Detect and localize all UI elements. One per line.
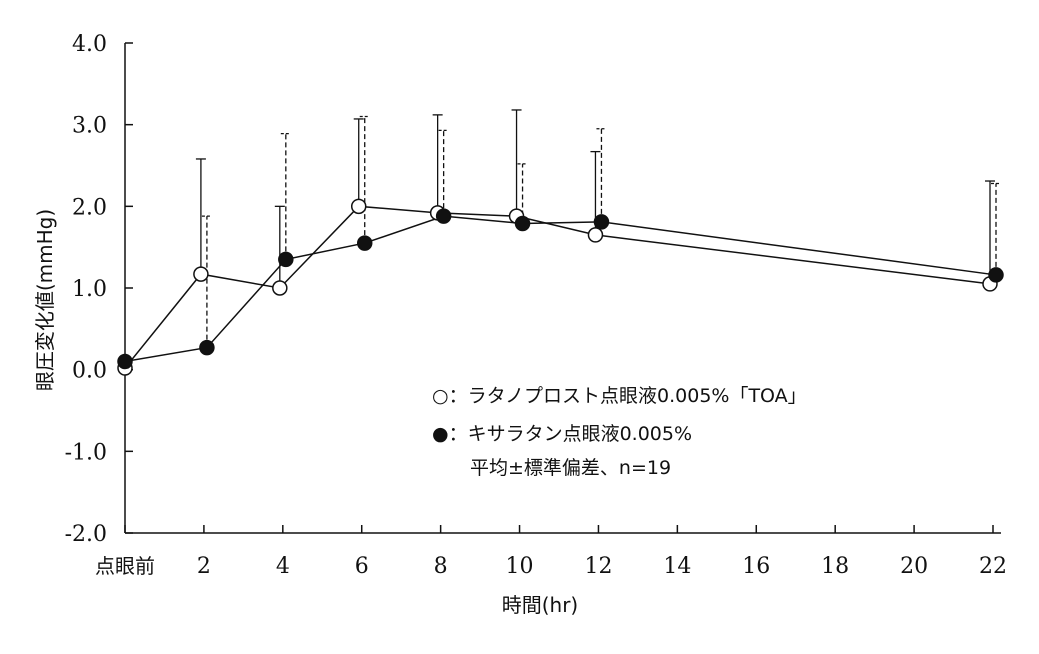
legend-note: 平均±標準偏差、n=19 (470, 457, 671, 479)
data-point (587, 227, 604, 243)
data-point (199, 339, 215, 356)
data-point (117, 353, 133, 370)
y-tick-label: 3.0 (72, 114, 107, 139)
x-axis-label: 時間(hr) (502, 593, 579, 617)
legend-entry-xalatan: ●：キサラタン点眼液0.005% (432, 423, 692, 445)
data-point (435, 208, 452, 224)
x-tick-label: 10 (506, 554, 534, 579)
x-tick-label: 12 (584, 554, 612, 579)
data-point (988, 267, 1004, 283)
x-tick-label: 4 (276, 554, 290, 579)
data-point (193, 266, 209, 282)
data-point (593, 214, 610, 230)
series-line-1 (124, 215, 997, 363)
y-tick-label: 2.0 (72, 195, 107, 220)
x-tick-label: 20 (900, 554, 928, 579)
x-tick-label: 14 (663, 554, 691, 579)
x-tick-label: 点眼前 (95, 554, 155, 578)
chart-marks (117, 109, 1004, 376)
x-tick-label: 18 (821, 554, 849, 579)
x-tick-label: 16 (742, 554, 770, 579)
legend: ○：ラタノプロスト点眼液0.005%「TOA」 ●：キサラタン点眼液0.005%… (432, 385, 807, 479)
y-tick-label: 0.0 (72, 359, 107, 384)
y-tick-label: -2.0 (65, 522, 107, 547)
data-point (514, 215, 531, 232)
y-tick-label: 1.0 (72, 277, 107, 302)
data-point (278, 251, 294, 268)
y-axis-label: 眼圧変化値(mmHg) (33, 209, 57, 391)
data-point (272, 280, 288, 296)
x-tick-label: 2 (197, 554, 211, 579)
x-tick-label: 22 (979, 554, 1007, 579)
axes: -2.0 -1.0 0.0 1.0 2.0 3.0 4.0 点眼前 2 4 6 8 10 12 14 16 18… (65, 32, 1007, 579)
data-point (356, 235, 373, 251)
y-tick-label: -1.0 (65, 440, 107, 465)
data-point (350, 198, 367, 215)
y-tick-label: 4.0 (72, 32, 107, 57)
x-tick-label: 8 (434, 554, 448, 579)
series-line-0 (124, 205, 991, 369)
legend-entry-toa: ○：ラタノプロスト点眼液0.005%「TOA」 (432, 385, 807, 407)
x-tick-label: 6 (355, 554, 369, 579)
